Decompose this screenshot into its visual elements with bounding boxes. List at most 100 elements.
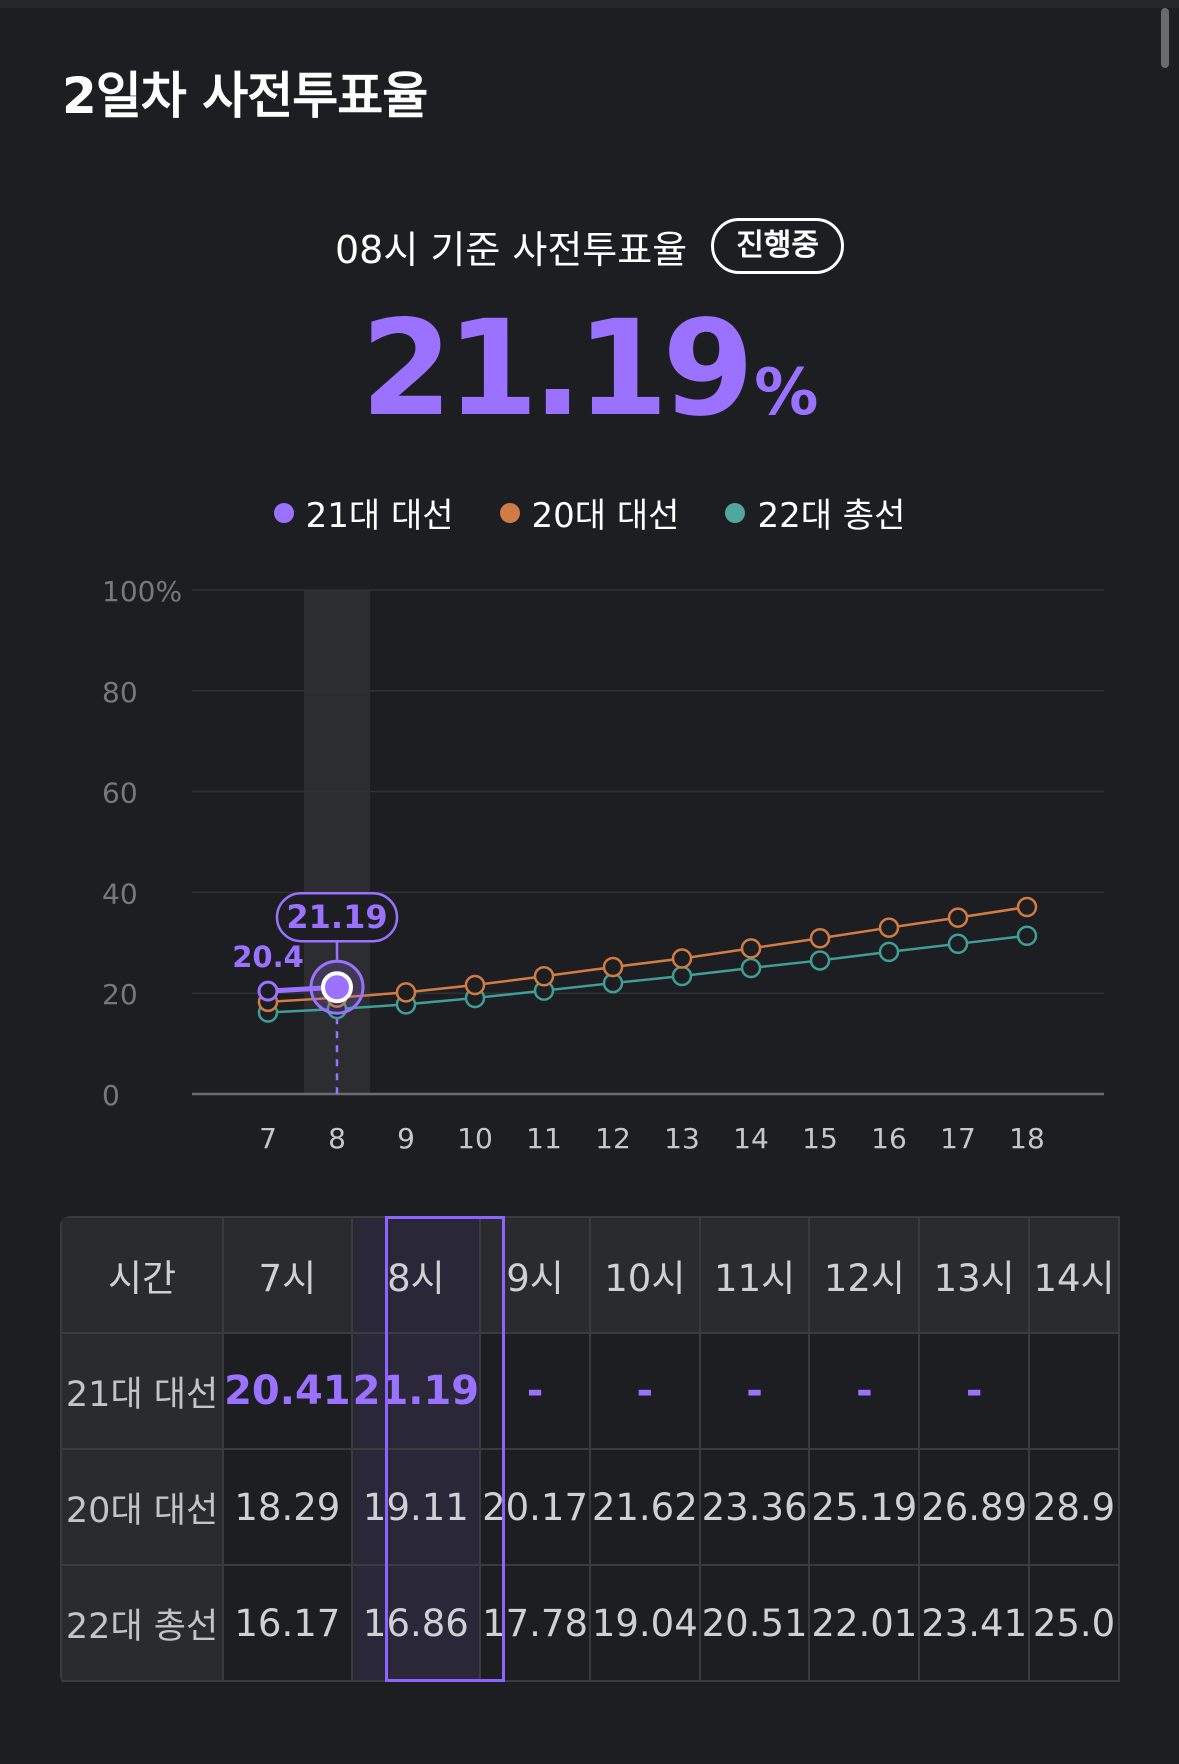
table-cell: 19.11	[350, 1448, 482, 1566]
x-tick-label: 8	[328, 1122, 346, 1155]
data-point	[947, 907, 969, 928]
table-header-hour[interactable]: 7시	[222, 1216, 353, 1334]
table-cell: -	[479, 1332, 591, 1450]
table-row: 20대 대선 18.29 19.11 20.17 21.62 23.36 25.19 26.8…	[60, 1448, 1120, 1566]
table-cell: -	[808, 1332, 921, 1450]
current-rate: 21.19%	[0, 292, 1179, 446]
table-cell: 20.51	[698, 1564, 811, 1682]
turnout-table-grid: 시간 7시 8시 9시 10시 11시 12시 13시 14시 21대 대선 20.41 21.19-…	[60, 1216, 1120, 1682]
table-row-label: 20대 대선	[60, 1448, 225, 1566]
x-tick-label: 14	[733, 1122, 769, 1155]
x-tick-label: 9	[397, 1122, 415, 1155]
data-point	[1016, 925, 1038, 946]
table-row-label: 21대 대선	[60, 1332, 225, 1450]
table-header-hour[interactable]: 11시	[698, 1216, 811, 1334]
data-point	[1016, 896, 1038, 918]
y-tick-label: 60	[102, 777, 138, 810]
table-cell: 25.19	[808, 1448, 921, 1566]
turnout-table: 시간 7시 8시 9시 10시 11시 12시 13시 14시 21대 대선 20.41 21.19-…	[60, 1216, 1120, 1686]
data-point	[809, 928, 831, 949]
data-point	[740, 938, 762, 959]
table-cell: 19.04	[588, 1564, 701, 1682]
data-point-selected	[321, 971, 353, 1004]
data-point	[947, 933, 969, 955]
data-point	[257, 980, 279, 1002]
data-point	[740, 957, 762, 979]
table-header-hour: 14시	[1028, 1216, 1120, 1334]
current-rate-unit: %	[754, 356, 819, 430]
x-tick-label: 18	[1009, 1122, 1045, 1155]
chart-legend: 21대 대선 20대 대선 22대 총선	[0, 488, 1179, 537]
table-row: 21대 대선 20.41 21.19- - - - -	[60, 1332, 1120, 1450]
data-point	[602, 956, 624, 978]
section-title: 2일차 사전투표율	[62, 67, 428, 125]
table-header-hour[interactable]: 12시	[808, 1216, 921, 1334]
data-point	[464, 974, 486, 996]
table-cell: 20.17	[479, 1448, 591, 1566]
legend-item-20[interactable]: 20대 대선	[499, 488, 680, 537]
table-cell: 20.41	[222, 1332, 353, 1450]
table-header-hour[interactable]: 8시	[350, 1216, 482, 1334]
subtitle-row: 08시 기준 사전투표율 진행중	[0, 218, 1179, 274]
turnout-line-chart: 0 20 40 60 80 100% 7 8 9 10 11 12 13 14 15 16 17 18 20.4 21…	[102, 575, 1104, 1155]
data-point	[809, 950, 831, 971]
legend-dot-21	[273, 502, 294, 523]
table-row-label: 22대 총선	[60, 1564, 225, 1682]
y-tick-label: 20	[102, 978, 138, 1011]
current-rate-value: 21.19	[360, 292, 755, 446]
data-point	[533, 966, 555, 987]
table-cell: 23.36	[698, 1448, 811, 1566]
legend-dot-22	[725, 502, 746, 523]
table-header-hour[interactable]: 9시	[479, 1216, 591, 1334]
table-cell: 25.0	[1028, 1564, 1120, 1682]
y-tick-label: 100%	[102, 575, 182, 608]
table-header-hour[interactable]: 10시	[588, 1216, 701, 1334]
table-cell: 21.62	[588, 1448, 701, 1566]
status-badge: 진행중	[711, 218, 844, 274]
x-tick-label: 13	[664, 1122, 700, 1155]
table-cell: 17.78	[479, 1564, 591, 1682]
legend-item-22[interactable]: 22대 총선	[725, 488, 905, 537]
table-cell: 22.01	[808, 1564, 921, 1682]
legend-item-21[interactable]: 21대 대선	[273, 488, 454, 537]
data-label: 20.4	[232, 940, 304, 974]
x-tick-label: 12	[595, 1122, 631, 1155]
table-cell: -	[918, 1332, 1031, 1450]
legend-label-22: 22대 총선	[757, 496, 906, 536]
data-point	[878, 917, 900, 938]
y-tick-label: 80	[102, 676, 138, 709]
table-header-row: 시간 7시 8시 9시 10시 11시 12시 13시 14시	[60, 1216, 1120, 1334]
table-cell: 16.86	[350, 1564, 482, 1682]
table-cell: 28.9	[1028, 1448, 1120, 1566]
x-tick-label: 17	[940, 1122, 976, 1155]
data-point	[395, 982, 417, 1003]
table-header-label: 시간	[60, 1216, 225, 1334]
table-row: 22대 총선 16.17 16.86 17.78 19.04 20.51 22.01 23.4…	[60, 1564, 1120, 1682]
table-cell: 18.29	[222, 1448, 353, 1566]
y-tick-label: 0	[102, 1079, 120, 1112]
x-tick-label: 16	[871, 1122, 907, 1155]
data-point	[671, 948, 693, 969]
series-line	[267, 934, 1028, 1014]
x-tick-label: 15	[802, 1122, 838, 1155]
tooltip-value: 21.19	[286, 898, 387, 936]
top-divider	[0, 0, 1179, 8]
table-cell: -	[698, 1332, 811, 1450]
legend-dot-20	[499, 502, 520, 523]
table-cell: 16.17	[222, 1564, 353, 1682]
data-point	[878, 941, 900, 963]
x-tick-label: 10	[457, 1122, 493, 1155]
table-cell: -	[588, 1332, 701, 1450]
legend-label-20: 20대 대선	[531, 496, 680, 536]
table-header-hour[interactable]: 13시	[918, 1216, 1031, 1334]
series-line	[267, 905, 1028, 1004]
table-cell: 26.89	[918, 1448, 1031, 1566]
x-tick-label: 7	[259, 1122, 277, 1155]
y-tick-label: 40	[102, 877, 138, 910]
table-cell: 21.19	[350, 1332, 482, 1450]
table-cell	[1028, 1332, 1120, 1450]
data-point	[671, 965, 693, 987]
table-cell: 23.41	[918, 1564, 1031, 1682]
scrollbar-thumb[interactable]	[1161, 8, 1169, 68]
subtitle: 08시 기준 사전투표율	[334, 227, 688, 272]
